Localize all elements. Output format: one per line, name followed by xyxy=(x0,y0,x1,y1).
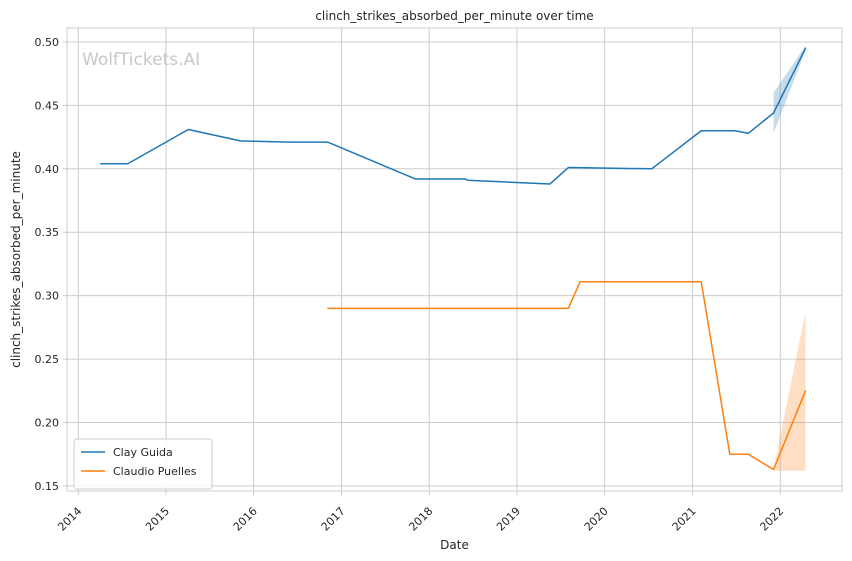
y-tick-label: 0.35 xyxy=(35,226,60,239)
series-band-0 xyxy=(773,45,806,134)
y-axis-title: clinch_strikes_absorbed_per_minute xyxy=(9,151,23,368)
x-axis-title: Date xyxy=(440,538,469,552)
series-lines xyxy=(100,47,807,471)
y-tick-label: 0.40 xyxy=(35,163,60,176)
y-tick-label: 0.30 xyxy=(35,290,60,303)
y-tick-label: 0.20 xyxy=(35,417,60,430)
y-tick-label: 0.25 xyxy=(35,353,60,366)
plot-area xyxy=(67,28,842,491)
series-band-1 xyxy=(773,312,806,471)
chart-title: clinch_strikes_absorbed_per_minute over … xyxy=(315,9,593,23)
plot-frame xyxy=(66,27,843,492)
y-tick-label: 0.50 xyxy=(35,36,60,49)
y-axis-ticks: 0.15 0.20 0.25 0.30 0.35 0.40 0.45 0.50 xyxy=(35,36,67,493)
y-tick-label: 0.15 xyxy=(35,480,60,493)
confidence-bands xyxy=(773,45,806,471)
legend-box xyxy=(73,438,213,490)
watermark: WolfTickets.AI xyxy=(82,50,200,70)
series-line-1 xyxy=(327,280,807,471)
y-tick-label: 0.45 xyxy=(35,99,60,112)
series-line-0 xyxy=(100,47,807,185)
legend-label-0: Clay Guida xyxy=(113,446,173,459)
legend: Clay Guida Claudio Puelles xyxy=(73,438,213,490)
grid-lines xyxy=(67,28,842,491)
legend-label-1: Claudio Puelles xyxy=(113,465,197,478)
